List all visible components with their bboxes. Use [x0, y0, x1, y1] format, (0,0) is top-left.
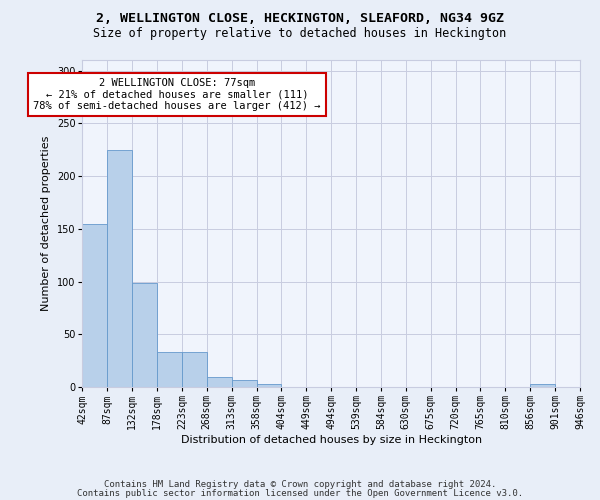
Bar — [132, 282, 157, 388]
X-axis label: Distribution of detached houses by size in Heckington: Distribution of detached houses by size … — [181, 435, 482, 445]
Text: Contains HM Land Registry data © Crown copyright and database right 2024.: Contains HM Land Registry data © Crown c… — [104, 480, 496, 489]
Bar — [530, 384, 555, 388]
Text: Contains public sector information licensed under the Open Government Licence v3: Contains public sector information licen… — [77, 488, 523, 498]
Text: 2 WELLINGTON CLOSE: 77sqm
← 21% of detached houses are smaller (111)
78% of semi: 2 WELLINGTON CLOSE: 77sqm ← 21% of detac… — [33, 78, 320, 111]
Bar — [82, 224, 107, 388]
Text: Size of property relative to detached houses in Heckington: Size of property relative to detached ho… — [94, 28, 506, 40]
Y-axis label: Number of detached properties: Number of detached properties — [41, 136, 51, 312]
Bar — [207, 376, 232, 388]
Bar — [182, 352, 207, 388]
Text: 2, WELLINGTON CLOSE, HECKINGTON, SLEAFORD, NG34 9GZ: 2, WELLINGTON CLOSE, HECKINGTON, SLEAFOR… — [96, 12, 504, 26]
Bar — [232, 380, 257, 388]
Bar — [257, 384, 281, 388]
Bar — [157, 352, 182, 388]
Bar — [107, 150, 132, 388]
